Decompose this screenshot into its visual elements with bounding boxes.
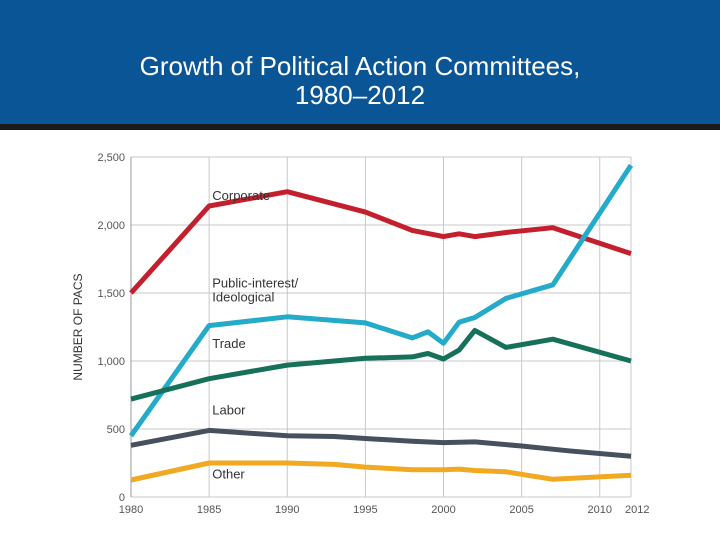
y-tick-label-0: 0 <box>119 492 125 504</box>
y-tick-label-1000: 1,000 <box>97 356 125 368</box>
axes: 0 500 1,000 1,500 2,000 2,500 1980 1985 1990 1995… <box>71 152 649 516</box>
series-lines <box>128 163 634 483</box>
series-line-trade <box>130 327 632 402</box>
y-tick-label-2500: 2,500 <box>97 152 125 164</box>
y-tick-label-1500: 1,500 <box>97 288 125 300</box>
series-label-corporate: Corporate <box>212 188 270 203</box>
grid <box>130 156 632 498</box>
series-label-public-interest-ideological-line-2: Ideological <box>212 290 274 305</box>
y-axis-label: NUMBER OF PACS <box>71 273 85 380</box>
x-tick-label-1980: 1980 <box>119 504 143 516</box>
slide-title-line-2: 1980–2012 <box>294 80 426 110</box>
title-banner: Growth of Political Action Committees, 1… <box>0 0 720 124</box>
series-label-other: Other <box>212 467 245 482</box>
series-line-corporate <box>129 189 632 295</box>
series-line-labor <box>130 427 632 459</box>
y-tick-label-500: 500 <box>107 424 125 436</box>
series-label-public-interest-ideological-line-1: Public-interest/ <box>212 276 298 291</box>
x-tick-label-1995: 1995 <box>353 504 377 516</box>
x-tick-label-1990: 1990 <box>275 504 299 516</box>
slide-title-line-1: Growth of Political Action Committees, <box>139 51 581 81</box>
series-labels: Corporate Public-interest/Ideological Trad… <box>212 188 298 482</box>
x-tick-label-2000: 2000 <box>431 504 455 516</box>
x-tick-label-2012: 2012 <box>625 504 649 516</box>
title-divider <box>0 124 720 130</box>
series-label-labor: Labor <box>212 403 246 418</box>
series-line-public-interest-ideological <box>128 163 634 438</box>
x-tick-label-2005: 2005 <box>509 504 533 516</box>
x-tick-label-1985: 1985 <box>197 504 221 516</box>
series-line-other <box>130 460 632 483</box>
x-tick-label-2010: 2010 <box>588 504 612 516</box>
slide-title: Growth of Political Action Committees, 1… <box>40 52 680 110</box>
y-tick-label-2000: 2,000 <box>97 220 125 232</box>
series-label-trade: Trade <box>212 336 245 351</box>
